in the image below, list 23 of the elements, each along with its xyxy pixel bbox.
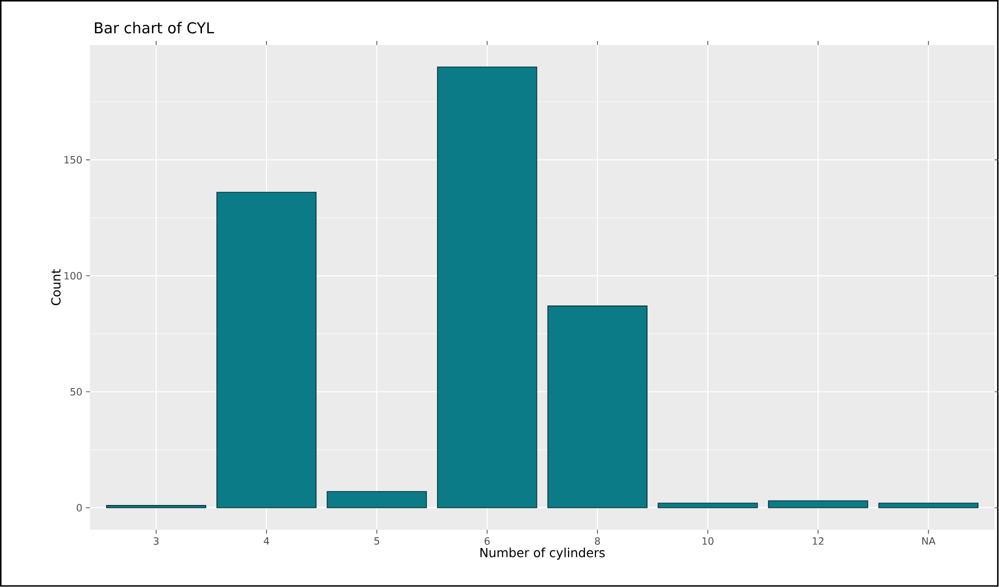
y-tick-label: 150 [64,156,82,164]
bar [547,306,648,508]
x-axis-title: Number of cylinders [480,548,605,560]
bar [106,505,206,508]
y-tick-label: 50 [70,388,82,396]
x-tick-label: 12 [812,537,824,545]
x-tick-label: 10 [702,537,714,545]
x-tick-label: 3 [154,537,159,545]
y-tick-label: 0 [76,504,82,512]
bar [658,502,758,508]
bar [768,500,868,508]
y-axis-title: Count [51,269,61,306]
x-tick-label: 6 [484,537,490,545]
chart-title: Bar chart of CYL [94,22,214,34]
x-tick-label: 8 [594,537,600,545]
bar [878,502,978,508]
bar [437,66,538,508]
y-tick-label: 100 [64,272,82,280]
bar [326,491,427,508]
x-tick-label: NA [922,537,936,545]
x-tick-label: 5 [374,537,380,545]
x-tick-label: 4 [264,537,270,545]
bar [216,192,317,508]
